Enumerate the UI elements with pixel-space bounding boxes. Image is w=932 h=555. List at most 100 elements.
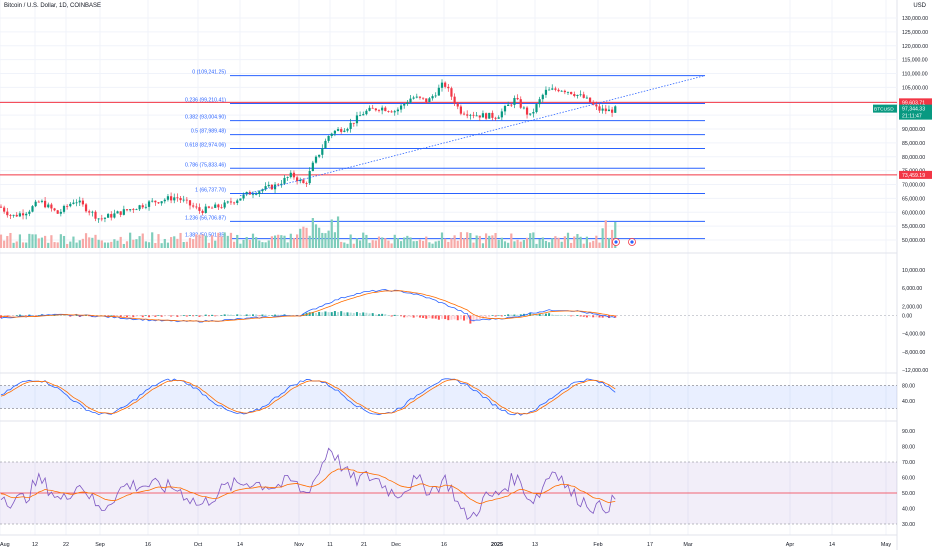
candle-body bbox=[277, 184, 280, 186]
candle-body bbox=[94, 211, 97, 219]
trendline bbox=[239, 75, 706, 196]
candle-body bbox=[343, 130, 346, 132]
fibonacci-retracement: 0 (109,241.25) 0.236 (99,210.41) 0.382 (93… bbox=[185, 70, 705, 240]
currency-label[interactable]: USD bbox=[913, 3, 926, 9]
macd-histogram-bar bbox=[242, 315, 245, 316]
candle-body bbox=[129, 209, 132, 211]
volume-bar bbox=[75, 242, 78, 248]
candle-body bbox=[472, 114, 475, 116]
bar-countdown-label: 21:11:47 bbox=[902, 114, 922, 120]
candle-body bbox=[585, 97, 588, 99]
volume-bar bbox=[409, 237, 412, 248]
volume-bar bbox=[255, 237, 258, 248]
macd-histogram-bar bbox=[459, 315, 462, 320]
volume-bar bbox=[69, 241, 72, 248]
volume-bar bbox=[494, 233, 497, 248]
volume-bar bbox=[343, 242, 346, 248]
candle-body bbox=[519, 99, 522, 108]
macd-histogram-bar bbox=[551, 314, 554, 316]
candle-body bbox=[611, 109, 614, 113]
volume-bar bbox=[554, 236, 557, 248]
volume-bar bbox=[390, 243, 393, 248]
volume-bar bbox=[611, 229, 614, 248]
candle-body bbox=[598, 106, 601, 111]
volume-bar bbox=[78, 240, 81, 248]
candle-body bbox=[557, 89, 560, 92]
stoch-tick-label: 40.00 bbox=[902, 399, 915, 405]
volume-bar bbox=[431, 243, 434, 248]
macd-histogram-bar bbox=[151, 315, 154, 317]
volume-bar bbox=[6, 236, 9, 248]
stoch-tick-label: 80.00 bbox=[902, 384, 915, 390]
candle-body bbox=[453, 96, 456, 104]
volume-bar bbox=[47, 242, 50, 248]
volume-bar bbox=[91, 237, 94, 248]
candle-body bbox=[582, 94, 585, 98]
macd-histogram-bar bbox=[207, 315, 210, 317]
macd-histogram-bar bbox=[198, 315, 201, 317]
volume-bar bbox=[503, 241, 507, 248]
dotted-trendline[interactable] bbox=[239, 75, 706, 196]
time-axis-label: 17 bbox=[647, 542, 653, 548]
volume-bar bbox=[513, 241, 516, 248]
volume-bar bbox=[273, 235, 277, 248]
macd-histogram-bar bbox=[204, 314, 207, 316]
candle-body bbox=[229, 201, 233, 203]
volume-bar bbox=[245, 237, 248, 248]
volume-bar bbox=[170, 237, 173, 248]
macd-histogram-bar bbox=[189, 315, 191, 316]
fib-level-label: 1 (66,737.70) bbox=[195, 188, 226, 194]
candle-body bbox=[311, 162, 314, 172]
volume-bar bbox=[557, 237, 560, 248]
candle-body bbox=[440, 82, 444, 88]
candle-body bbox=[491, 112, 494, 118]
volume-bar bbox=[283, 235, 286, 248]
candle-body bbox=[138, 205, 141, 210]
volume-bar bbox=[478, 235, 481, 248]
volume-bar bbox=[576, 234, 579, 248]
volume-bar bbox=[239, 243, 242, 248]
volume-bar bbox=[535, 243, 538, 248]
candle-body bbox=[214, 204, 217, 208]
price-tick-label: 120,000.00 bbox=[902, 44, 928, 50]
macd-tick-label: −8,000.00 bbox=[902, 350, 925, 356]
candle-body bbox=[573, 94, 576, 97]
macd-histogram-bar bbox=[535, 314, 538, 316]
candle-body bbox=[160, 201, 163, 204]
price-tick-label: 110,000.00 bbox=[902, 72, 928, 78]
candle-body bbox=[409, 98, 412, 103]
candle-body bbox=[529, 113, 532, 115]
candle-body bbox=[434, 95, 437, 97]
macd-histogram-bar bbox=[481, 315, 484, 318]
volume-bar bbox=[163, 238, 166, 248]
macd-histogram-bar bbox=[393, 314, 396, 316]
macd-histogram-bar bbox=[192, 315, 195, 317]
volume-bar bbox=[485, 233, 488, 248]
candle-body bbox=[425, 98, 428, 103]
volume-bar bbox=[107, 242, 110, 248]
macd-histogram-bar bbox=[163, 315, 166, 317]
macd-histogram-bar bbox=[0, 315, 2, 319]
macd-histogram-bar bbox=[144, 315, 147, 316]
symbol-title[interactable]: Bitcoin / U.S. Dollar, 1D, COINBASE bbox=[4, 3, 102, 9]
rsi-tick-label: 70.00 bbox=[902, 460, 915, 466]
time-axis-label: 12 bbox=[32, 542, 38, 548]
candle-body bbox=[50, 204, 53, 209]
macd-histogram-bar bbox=[223, 314, 226, 316]
candle-body bbox=[226, 201, 229, 203]
macd-histogram-bar bbox=[516, 314, 519, 316]
volume-bar bbox=[40, 237, 44, 248]
candle-body bbox=[607, 109, 611, 112]
macd-histogram-bar bbox=[425, 315, 428, 319]
candle-body bbox=[59, 211, 62, 214]
volume-bar bbox=[166, 242, 170, 248]
candle-body bbox=[563, 90, 566, 93]
candle-body bbox=[242, 194, 245, 199]
candle-body bbox=[9, 215, 12, 216]
candle-body bbox=[185, 199, 188, 201]
volume-bar bbox=[220, 236, 223, 248]
macd-histogram-bar bbox=[280, 314, 283, 316]
candle-body bbox=[359, 115, 362, 117]
